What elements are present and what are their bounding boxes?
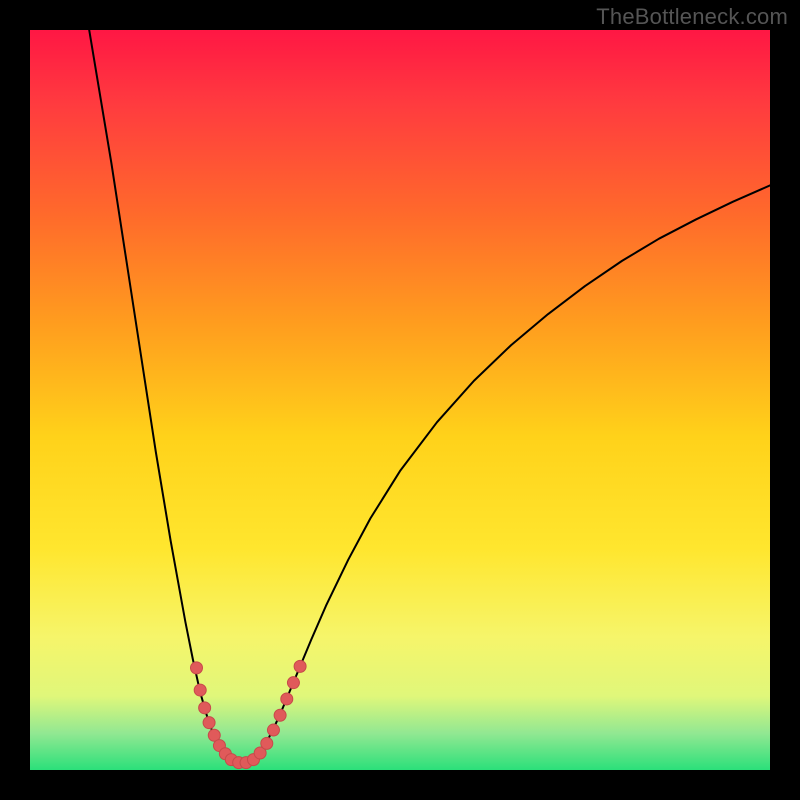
bottom-marker	[287, 677, 299, 689]
bottom-marker	[199, 702, 211, 714]
plot-svg	[30, 30, 770, 770]
chart-outer: TheBottleneck.com	[0, 0, 800, 800]
gradient-background	[30, 30, 770, 770]
plot-area	[30, 30, 770, 770]
bottom-marker	[281, 693, 293, 705]
bottom-marker	[267, 724, 279, 736]
bottom-marker	[194, 684, 206, 696]
bottom-marker	[203, 717, 215, 729]
bottom-marker	[261, 737, 273, 749]
watermark-label: TheBottleneck.com	[596, 4, 788, 30]
bottom-marker	[191, 662, 203, 674]
bottom-marker	[274, 709, 286, 721]
bottom-marker	[294, 660, 306, 672]
